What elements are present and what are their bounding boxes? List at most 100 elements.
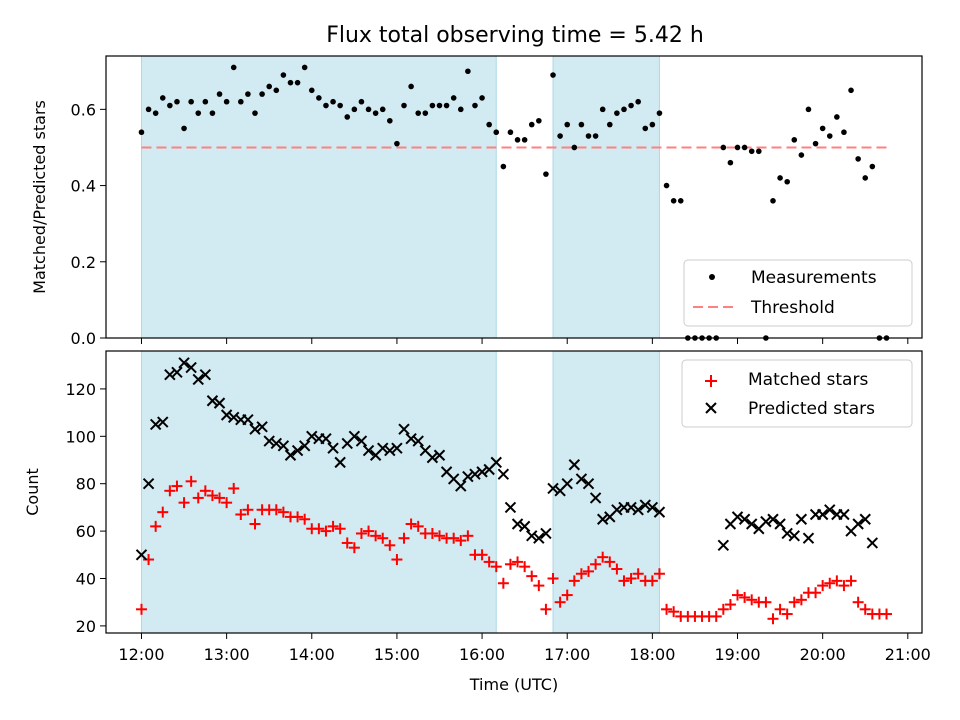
matched-point	[171, 480, 183, 492]
measurement-point	[167, 102, 173, 109]
ratio-legend-box	[683, 259, 913, 327]
measurement-point	[457, 106, 464, 113]
measurement-point	[599, 106, 606, 113]
count-panel: 20 40 60 80 100 120 12:00 13:00 14:00 15:00 16:00 1…	[23, 350, 931, 694]
predicted-point	[213, 397, 226, 409]
matched-point	[228, 482, 240, 494]
matched-point	[838, 580, 850, 592]
measurement-point	[252, 110, 258, 116]
predicted-point	[717, 539, 730, 552]
measurement-point	[294, 79, 301, 86]
predicted-point	[526, 530, 538, 542]
measurement-point	[159, 95, 166, 101]
observing-window	[552, 350, 660, 634]
predicted-point	[511, 518, 524, 530]
measurement-point	[287, 79, 294, 86]
measurement-point	[216, 91, 223, 97]
matched-point	[135, 603, 147, 615]
matched-point	[604, 556, 616, 568]
ratio-y-tick-label: 0.0	[71, 329, 96, 348]
measurement-point	[649, 121, 656, 128]
x-tick-label: 17:00	[544, 645, 590, 664]
matched-point	[490, 561, 502, 573]
matched-point	[519, 561, 531, 573]
measurement-point	[536, 117, 542, 124]
matched-point	[313, 523, 325, 535]
matched-point	[653, 568, 665, 580]
measurement-point	[429, 102, 436, 109]
predicted-point	[816, 508, 829, 521]
measurement-point	[862, 175, 869, 181]
predicted-point	[306, 430, 318, 443]
predicted-point	[568, 459, 581, 471]
predicted-point	[781, 527, 793, 540]
matched-point	[533, 580, 545, 592]
matched-point	[185, 475, 197, 487]
measurement-point	[571, 144, 578, 151]
matched-point	[547, 572, 559, 584]
matched-point	[164, 485, 176, 497]
matched-point	[824, 577, 836, 589]
predicted-point	[164, 368, 176, 381]
predicted-point	[760, 515, 772, 528]
predicted-point	[433, 449, 446, 461]
measurement-point	[642, 125, 649, 132]
measurement-point	[280, 72, 287, 78]
matched-point	[561, 589, 573, 601]
measurement-point	[358, 98, 365, 105]
measurement-point	[663, 182, 670, 189]
measurement-point	[422, 110, 429, 116]
matched-point	[178, 497, 190, 509]
measurement-point	[337, 102, 343, 109]
predicted-point	[298, 440, 311, 452]
predicted-legend-label: Predicted stars	[748, 399, 875, 419]
predicted-legend-marker	[705, 402, 717, 414]
matched-point	[668, 606, 680, 618]
matched-point	[554, 596, 566, 608]
predicted-point	[866, 537, 879, 549]
predicted-point	[249, 423, 261, 435]
measurement-point	[528, 121, 535, 128]
matched-point	[717, 603, 729, 615]
predicted-point	[533, 532, 545, 544]
count-y-tick-label: 40	[76, 569, 96, 588]
predicted-point	[426, 451, 439, 464]
measurement-point	[379, 106, 386, 113]
matched-point	[575, 568, 587, 580]
matched-point	[157, 506, 169, 518]
matched-point	[214, 492, 226, 504]
measurement-point	[436, 102, 443, 109]
measurement-point	[145, 106, 152, 113]
matched-point	[810, 587, 822, 599]
predicted-point	[242, 414, 254, 426]
matched-point	[277, 506, 289, 518]
matched-point	[341, 537, 353, 549]
measurement-point	[720, 144, 727, 151]
measurement-point	[330, 98, 336, 105]
measurement-point	[677, 198, 684, 204]
count-legend-box	[681, 359, 913, 428]
measurement-point	[493, 129, 500, 136]
measurement-point	[351, 106, 358, 113]
measurement-point	[557, 133, 563, 139]
x-axis-label: Time (UTC)	[469, 675, 558, 694]
matched-point	[334, 523, 346, 535]
measurement-point	[195, 110, 202, 116]
matched-point	[242, 504, 254, 516]
x-tick-label: 20:00	[800, 645, 846, 664]
ratio-y-label: Matched/Predicted stars	[30, 100, 49, 294]
measurement-point	[543, 171, 549, 177]
predicted-point	[462, 470, 474, 483]
measurement-point	[308, 87, 315, 94]
ratio-y-tick-label: 0.6	[71, 100, 96, 119]
ratio-y-tick-label: 0.2	[71, 253, 96, 272]
measurement-point	[443, 102, 450, 109]
predicted-point	[852, 518, 864, 530]
predicted-point	[795, 513, 808, 525]
measurement-point	[805, 106, 812, 113]
predicted-point	[256, 421, 268, 433]
x-tick-label: 16:00	[459, 645, 505, 664]
matched-point	[724, 599, 736, 611]
matched-point	[462, 530, 474, 542]
